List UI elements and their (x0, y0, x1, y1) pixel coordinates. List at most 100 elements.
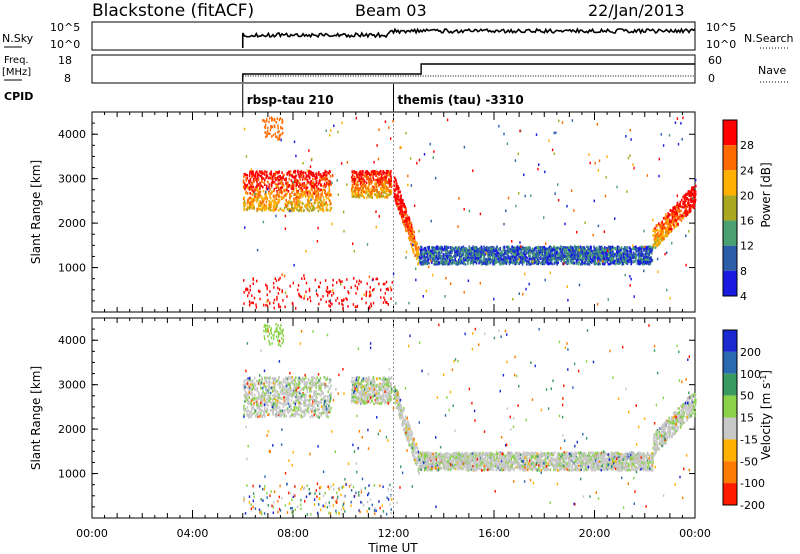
nave-tick-bottom: 0 (708, 72, 715, 85)
scatter-point (573, 209, 575, 212)
scatter-point (461, 252, 464, 256)
scatter-point (305, 186, 307, 190)
scatter-point (302, 175, 305, 178)
scatter-point (516, 245, 519, 248)
scatter-point (365, 189, 368, 192)
scatter-point (327, 196, 330, 200)
scatter-point (540, 262, 543, 266)
scatter-point (472, 259, 474, 263)
scatter-point (583, 246, 585, 249)
scatter-point (678, 217, 681, 220)
scatter-point (546, 254, 548, 258)
scatter-point (382, 194, 384, 198)
scatter-point (352, 303, 355, 306)
scatter-point (504, 260, 507, 263)
scatter-point (570, 250, 572, 254)
scatter-point (498, 253, 501, 256)
scatter-point (668, 222, 670, 225)
scatter-point (382, 170, 384, 174)
scatter-point (523, 173, 525, 177)
scatter-point (323, 202, 326, 205)
scatter-point (579, 258, 582, 261)
scatter-point (458, 262, 461, 265)
scatter-point (263, 206, 265, 209)
scatter-point (451, 259, 454, 262)
scatter-point (256, 209, 258, 213)
scatter-point (603, 257, 606, 260)
scatter-point (547, 262, 549, 265)
scatter-point (378, 282, 380, 286)
cpid-name-1: themis (tau) -3310 (398, 93, 524, 107)
scatter-point (552, 247, 555, 250)
scatter-point (679, 202, 681, 206)
scatter-point (567, 253, 570, 257)
scatter-point (579, 251, 581, 254)
scatter-point (380, 194, 383, 198)
scatter-point (306, 203, 308, 206)
scatter-point (354, 305, 357, 309)
scatter-point (358, 194, 361, 198)
scatter-point (273, 196, 275, 199)
scatter-point (306, 198, 309, 202)
scatter-point (556, 258, 559, 262)
scatter-point (321, 178, 323, 181)
scatter-point (301, 182, 304, 186)
scatter-point (329, 305, 331, 308)
scatter-point (664, 231, 667, 235)
scatter-point (677, 215, 679, 218)
scatter-point (330, 194, 332, 197)
scatter-point (469, 250, 472, 253)
scatter-point (644, 260, 646, 264)
scatter-point (270, 175, 273, 178)
scatter-point (260, 184, 263, 188)
scatter-point (385, 175, 388, 179)
scatter-point (358, 196, 361, 199)
scatter-point (690, 191, 693, 195)
scatter-point (544, 248, 546, 251)
scatter-point (496, 256, 499, 260)
scatter-point (618, 250, 620, 254)
scatter-point (549, 271, 551, 275)
scatter-point (261, 207, 263, 210)
scatter-point (458, 250, 460, 253)
scatter-point (615, 254, 618, 258)
scatter-point (629, 154, 631, 157)
scatter-point (243, 208, 245, 211)
scatter-point (372, 169, 374, 173)
scatter-point (607, 247, 609, 251)
scatter-point (688, 211, 690, 214)
scatter-point (368, 306, 371, 310)
scatter-point (357, 192, 360, 195)
scatter-point (273, 205, 276, 208)
scatter-point (307, 194, 309, 197)
scatter-point (296, 202, 298, 206)
scatter-point (560, 245, 562, 249)
scatter-point (314, 201, 317, 204)
scatter-point (299, 193, 301, 197)
scatter-point (641, 252, 644, 255)
scatter-point (343, 286, 346, 289)
scatter-point (475, 256, 478, 259)
scatter-point (365, 186, 367, 189)
scatter-point (684, 203, 686, 207)
scatter-point (684, 211, 686, 215)
scatter-point (296, 193, 298, 197)
scatter-point (423, 247, 426, 251)
scatter-point (440, 260, 443, 263)
scatter-point (604, 255, 607, 258)
scatter-point (325, 193, 328, 197)
scatter-point (639, 248, 641, 251)
scatter-point (571, 260, 574, 263)
scatter-point (557, 198, 560, 202)
scatter-point (662, 217, 665, 220)
scatter-point (522, 257, 524, 260)
scatter-point (404, 208, 407, 211)
scatter-point (298, 181, 300, 185)
scatter-point (556, 246, 559, 250)
scatter-point (489, 250, 491, 253)
scatter-point (328, 199, 331, 203)
scatter-point (594, 260, 597, 264)
scatter-point (306, 169, 309, 173)
scatter-point (558, 251, 561, 255)
scatter-point (691, 205, 693, 208)
